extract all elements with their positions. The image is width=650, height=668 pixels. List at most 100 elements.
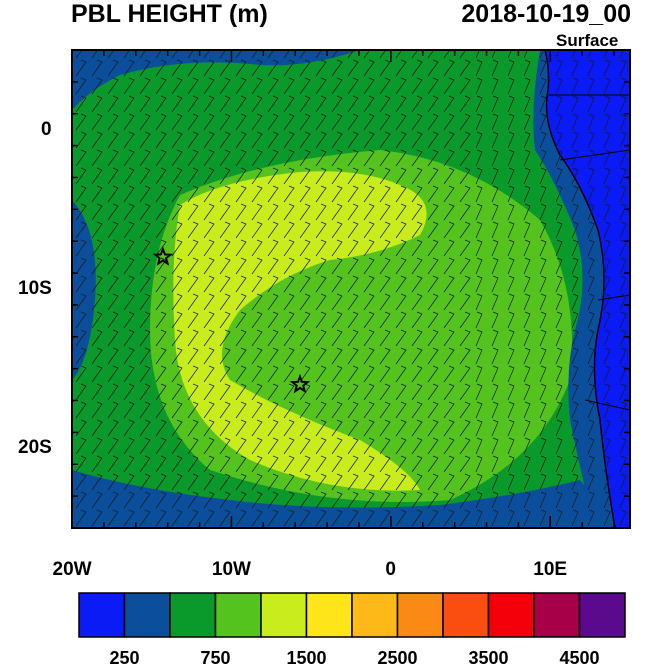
wind-barb bbox=[411, 365, 423, 383]
wind-barb bbox=[283, 455, 295, 473]
wind-barb bbox=[539, 473, 547, 491]
wind-barb bbox=[299, 167, 311, 185]
wind-barb bbox=[539, 311, 547, 329]
wind-barb bbox=[363, 95, 375, 113]
wind-barb bbox=[315, 455, 327, 473]
wind-barb bbox=[603, 419, 611, 437]
wind-barb bbox=[123, 59, 135, 77]
wind-barb bbox=[395, 347, 407, 365]
wind-barb bbox=[571, 275, 579, 293]
wind-barb bbox=[267, 239, 279, 257]
wind-barb bbox=[475, 50, 480, 59]
wind-barb bbox=[411, 149, 423, 167]
wind-barb bbox=[619, 437, 627, 455]
wind-barb bbox=[267, 167, 279, 185]
wind-barb bbox=[459, 383, 471, 401]
wind-barb bbox=[203, 77, 215, 95]
wind-barb bbox=[235, 59, 247, 77]
wind-barb bbox=[91, 185, 103, 203]
wind-barb bbox=[219, 365, 231, 383]
wind-barb bbox=[171, 311, 183, 329]
wind-barb bbox=[219, 257, 231, 275]
wind-barb bbox=[587, 419, 595, 437]
wind-barb bbox=[491, 221, 499, 239]
wind-barb bbox=[171, 203, 183, 221]
wind-barb bbox=[395, 59, 407, 77]
wind-barb bbox=[571, 473, 579, 491]
wind-barb bbox=[139, 437, 151, 455]
wind-barb bbox=[203, 365, 215, 383]
wind-barb bbox=[315, 365, 327, 383]
wind-barb bbox=[443, 365, 455, 383]
wind-barb bbox=[91, 437, 103, 455]
wind-barb bbox=[155, 167, 167, 185]
wind-barb bbox=[539, 203, 547, 221]
wind-barb bbox=[203, 95, 215, 113]
wind-barb bbox=[443, 347, 455, 365]
wind-barb bbox=[155, 203, 167, 221]
wind-barb bbox=[171, 365, 183, 383]
wind-barb bbox=[411, 131, 423, 149]
wind-barb bbox=[555, 509, 563, 527]
wind-barb bbox=[171, 347, 183, 365]
wind-barb bbox=[123, 275, 135, 293]
wind-barb bbox=[91, 347, 103, 365]
wind-barb bbox=[331, 455, 343, 473]
wind-barb bbox=[427, 311, 439, 329]
wind-barb bbox=[187, 149, 199, 167]
wind-barb bbox=[139, 185, 151, 203]
wind-barb bbox=[443, 203, 455, 221]
wind-barb bbox=[571, 113, 579, 131]
wind-barb bbox=[523, 59, 531, 77]
wind-barb bbox=[443, 455, 455, 473]
wind-barb bbox=[107, 491, 119, 509]
wind-barb bbox=[491, 491, 499, 509]
wind-barb bbox=[363, 401, 375, 419]
wind-barb bbox=[235, 50, 243, 59]
wind-barb bbox=[331, 437, 343, 455]
wind-barb bbox=[395, 113, 407, 131]
wind-barb bbox=[587, 131, 595, 149]
wind-barb bbox=[251, 365, 263, 383]
wind-barb bbox=[267, 275, 279, 293]
wind-barb bbox=[251, 239, 263, 257]
wind-barb bbox=[75, 185, 87, 203]
wind-barb bbox=[331, 383, 343, 401]
wind-barb bbox=[379, 275, 391, 293]
wind-barb bbox=[139, 419, 151, 437]
wind-barb bbox=[587, 293, 595, 311]
wind-barb bbox=[123, 311, 135, 329]
wind-barb bbox=[155, 95, 167, 113]
map-title: PBL HEIGHT (m) bbox=[71, 0, 268, 28]
wind-barb bbox=[491, 347, 499, 365]
wind-barb bbox=[379, 437, 391, 455]
wind-barb bbox=[139, 59, 151, 77]
wind-barb bbox=[283, 50, 291, 59]
wind-barb bbox=[587, 473, 595, 491]
wind-barb bbox=[459, 239, 471, 257]
wind-barb bbox=[571, 59, 579, 77]
wind-barb bbox=[427, 275, 439, 293]
wind-barb bbox=[171, 437, 183, 455]
wind-barb bbox=[107, 473, 119, 491]
wind-barb bbox=[603, 50, 608, 59]
wind-barb bbox=[251, 77, 263, 95]
wind-barb bbox=[251, 329, 263, 347]
wind-barb bbox=[539, 185, 547, 203]
wind-barb bbox=[475, 293, 483, 311]
wind-barb bbox=[363, 221, 375, 239]
wind-barb bbox=[123, 221, 135, 239]
wind-barb bbox=[139, 365, 151, 383]
wind-barb bbox=[459, 473, 471, 491]
wind-barb bbox=[555, 311, 563, 329]
wind-barb bbox=[411, 257, 423, 275]
wind-barb bbox=[315, 275, 327, 293]
wind-barb bbox=[347, 437, 359, 455]
wind-barb bbox=[587, 347, 595, 365]
wind-barb bbox=[523, 257, 531, 275]
map-frame bbox=[71, 49, 631, 529]
wind-barb bbox=[507, 221, 515, 239]
wind-barb bbox=[75, 131, 87, 149]
wind-barb bbox=[171, 383, 183, 401]
wind-barb bbox=[603, 131, 611, 149]
